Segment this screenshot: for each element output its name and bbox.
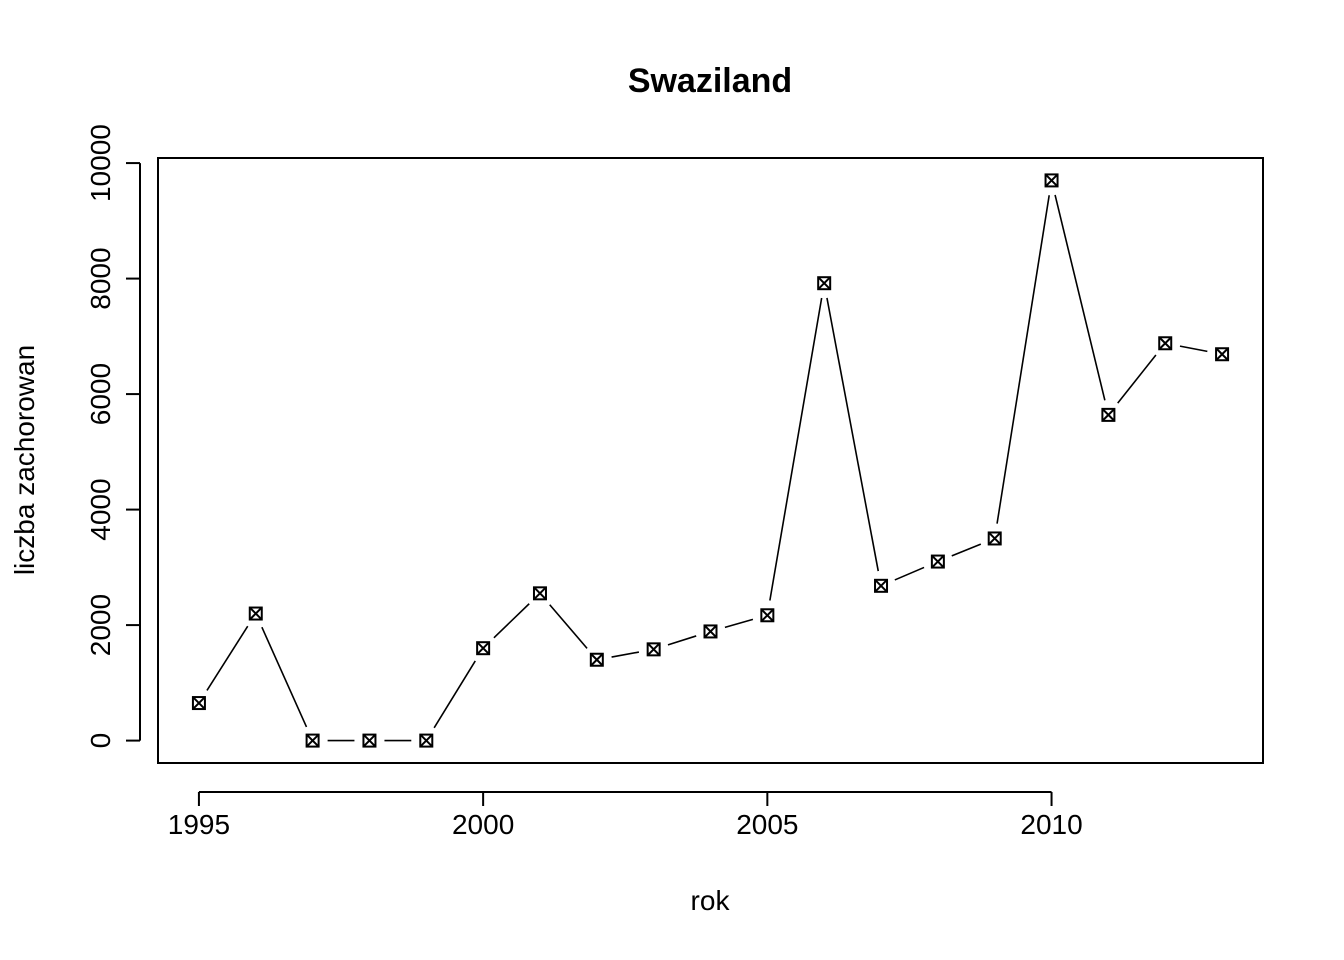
x-axis-label: rok [691,885,731,916]
series-line-segment [206,625,249,691]
series-line-segment [1054,194,1106,401]
y-tick-label: 0 [85,733,116,749]
series-line-segment [493,603,530,639]
data-point [817,276,832,291]
data-point [930,554,945,569]
series-line-segment [826,297,880,572]
x-tick-label: 2005 [736,809,798,840]
series-line-segment [894,566,925,581]
series-line-segment [433,660,476,729]
data-point [305,733,320,748]
y-axis-label: liczba zachorowan [9,345,40,575]
data-point [362,733,377,748]
y-tick-label: 4000 [85,478,116,540]
data-point [987,531,1002,546]
data-point [1215,347,1230,362]
series-line-segment [667,635,697,646]
series-line-segment [724,618,754,629]
data-point [874,578,889,593]
y-tick-label: 6000 [85,363,116,425]
data-point [1101,407,1116,422]
x-tick-label: 1995 [168,809,230,840]
series-line-segment [1117,354,1157,404]
y-tick-label: 10000 [85,124,116,202]
data-point [760,608,775,623]
x-axis: 1995 2000 2005 2010 [168,791,1083,840]
series-line-segment [549,604,588,649]
x-tick-label: 2000 [452,809,514,840]
series-lines [206,194,1208,742]
data-point [476,641,491,656]
data-point [703,624,718,639]
y-tick-label: 2000 [85,594,116,656]
series-markers [191,173,1230,748]
series-line-segment [951,543,982,557]
series-line-segment [261,626,308,728]
data-point [419,733,434,748]
data-point [589,652,604,667]
data-point [191,696,206,711]
data-point [532,586,547,601]
series-line-segment [996,195,1050,524]
data-point [1158,336,1173,351]
series-line-segment [1179,345,1208,353]
plot-frame [157,157,1264,764]
y-axis: 0 2000 4000 6000 8000 10000 [85,124,141,749]
series-line-segment [611,651,640,658]
chart-title: Swaziland [628,62,792,100]
x-tick-label: 2010 [1020,809,1082,840]
data-point [248,606,263,621]
data-point [1044,173,1059,188]
y-tick-label: 8000 [85,247,116,309]
series-line-segment [769,297,823,601]
data-point [646,642,661,657]
